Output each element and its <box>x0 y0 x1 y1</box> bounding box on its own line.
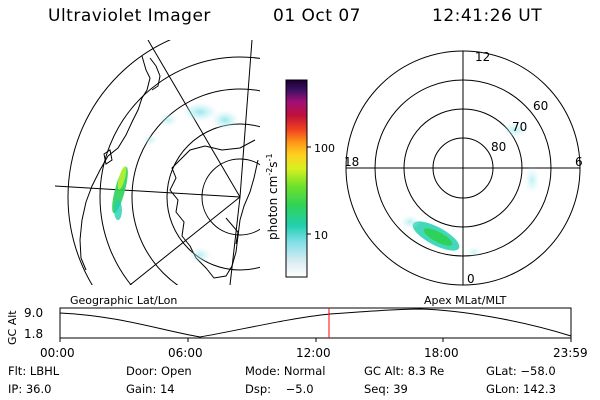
coastline <box>79 55 151 271</box>
door-info: Door: Open <box>126 364 192 378</box>
polar-label-mlat: 70 <box>512 120 527 134</box>
polar-plot: 12 18 6 0 60 70 80 <box>344 50 583 286</box>
ytick-top: 9.0 <box>24 306 43 320</box>
polar-label-mlat: 60 <box>533 99 548 113</box>
ip-info: IP: 36.0 <box>8 382 52 396</box>
aurora-emission <box>112 102 239 263</box>
xtick-label: 06:00 <box>168 346 203 360</box>
geographic-map <box>55 40 260 285</box>
dsp-info: Dsp: −5.0 <box>245 382 314 396</box>
coastline <box>149 57 161 91</box>
gain-info: Gain: 14 <box>126 382 175 396</box>
colorbar-unit-label: photon cm-2s-1 <box>265 153 280 240</box>
meridian <box>129 196 241 285</box>
meridian <box>55 185 241 198</box>
polar-label-mlat: 80 <box>491 140 506 154</box>
coastline <box>103 149 113 165</box>
polar-label-mlt: 18 <box>344 155 359 169</box>
glat-info: GLat: −58.0 <box>486 364 556 378</box>
colorbar-ticks <box>307 146 311 235</box>
time-label: 12:41:26 UT <box>432 6 543 26</box>
timeline-ylabel: GC Alt <box>6 310 19 345</box>
filter-info: Flt: LBHL <box>8 364 60 378</box>
gc-alt-info: GC Alt: 8.3 Re <box>364 364 445 378</box>
lat-circle <box>201 158 260 236</box>
seq-info: Seq: 39 <box>364 382 408 396</box>
colorbar <box>285 79 308 278</box>
timeline-right-caption: Apex MLat/MLT <box>424 294 507 307</box>
meridian <box>229 196 241 285</box>
colorbar-tick-label: 10 <box>314 229 328 242</box>
xtick-label: 23:59 <box>553 346 588 360</box>
xtick-label: 18:00 <box>424 346 459 360</box>
lat-circle <box>131 88 260 285</box>
coastline <box>169 139 259 279</box>
ytick-bottom: 1.8 <box>24 327 43 341</box>
lat-circle <box>67 40 172 285</box>
colorbar-tick-label: 100 <box>314 142 335 155</box>
coastline <box>225 217 239 245</box>
app-title: Ultraviolet Imager <box>48 6 211 26</box>
xtick-label: 12:00 <box>296 346 331 360</box>
mode-info: Mode: Normal <box>245 364 326 378</box>
polar-label-mlt: 12 <box>475 50 490 64</box>
glon-info: GLon: 142.3 <box>486 382 556 396</box>
altitude-curve <box>59 308 572 338</box>
polar-aurora <box>400 122 540 258</box>
timeline-left-caption: Geographic Lat/Lon <box>70 294 177 307</box>
lat-circle <box>166 123 260 271</box>
meridian <box>239 40 253 198</box>
date-label: 01 Oct 07 <box>273 6 361 26</box>
timeline-ticks <box>59 338 572 342</box>
xtick-label: 00:00 <box>40 346 75 360</box>
polar-label-mlt: 0 <box>467 272 475 286</box>
lat-circle <box>99 56 260 285</box>
polar-label-mlt: 6 <box>575 155 583 169</box>
